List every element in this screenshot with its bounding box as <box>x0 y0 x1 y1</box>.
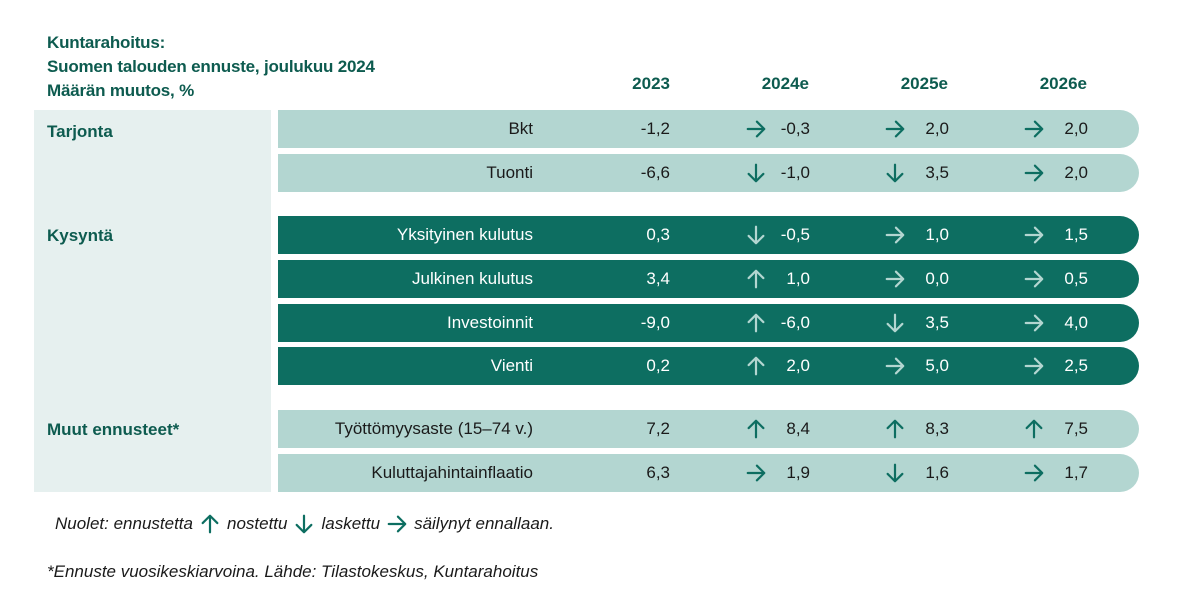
row-label: Kuluttajahintainflaatio <box>371 463 533 482</box>
row-label: Vienti <box>490 356 533 375</box>
table-row: Kuluttajahintainflaatio 6,3 1,9 1,6 1,7 <box>278 454 1139 492</box>
arrow-up-icon <box>199 513 221 535</box>
value-2025: 5,0 <box>925 356 949 375</box>
arrow-right-icon <box>386 513 408 535</box>
value-2026: 7,5 <box>1064 419 1088 438</box>
value-2024: 8,4 <box>786 419 810 438</box>
arrow-up-icon <box>884 418 906 440</box>
value-2023: 7,2 <box>646 419 670 438</box>
table-row: Investoinnit -9,0 -6,0 3,5 4,0 <box>278 304 1139 342</box>
group-label: Muut ennusteet* <box>47 420 180 439</box>
row-label: Julkinen kulutus <box>412 269 533 288</box>
arrow-up-icon <box>745 355 767 377</box>
table-row: Tuonti -6,6 -1,0 3,5 2,0 <box>278 154 1139 192</box>
value-2024: -6,0 <box>780 313 810 332</box>
arrow-down-icon <box>884 312 906 334</box>
group-label: Kysyntä <box>47 226 114 245</box>
arrow-right-icon <box>1023 224 1045 246</box>
footnote: *Ennuste vuosikeskiarvoina. Lähde: Tilas… <box>47 562 539 581</box>
table-row: Vienti 0,2 2,0 5,0 2,5 <box>278 347 1139 385</box>
value-2025: 2,0 <box>925 119 949 138</box>
value-2023: 0,2 <box>646 356 670 375</box>
value-2024: 2,0 <box>786 356 810 375</box>
value-2025: 0,0 <box>925 269 949 288</box>
title-line-1: Kuntarahoitus: <box>47 33 166 52</box>
arrow-legend: Nuolet: ennustetta nostettu laskettu säi… <box>55 512 554 536</box>
table-row: Työttömyysaste (15–74 v.) 7,2 8,4 8,3 7,5 <box>278 410 1139 448</box>
arrow-down-icon <box>884 162 906 184</box>
value-2023: 3,4 <box>646 269 670 288</box>
arrow-right-icon <box>1023 118 1045 140</box>
arrow-right-icon <box>1023 268 1045 290</box>
row-label: Yksityinen kulutus <box>396 225 533 244</box>
arrow-right-icon <box>745 462 767 484</box>
arrow-down-icon <box>745 162 767 184</box>
value-2025: 1,6 <box>925 463 949 482</box>
arrow-right-icon <box>884 355 906 377</box>
title-line-3: Määrän muutos, % <box>47 81 194 100</box>
chart-title-block: Kuntarahoitus: Suomen talouden ennuste, … <box>47 31 375 103</box>
legend-right-label: säilynyt ennallaan. <box>414 514 554 533</box>
group-label: Tarjonta <box>47 122 113 141</box>
value-2025: 3,5 <box>925 313 949 332</box>
column-header-2026e: 2026e <box>1039 74 1087 93</box>
column-header-2024e: 2024e <box>761 74 809 93</box>
arrow-right-icon <box>884 224 906 246</box>
arrow-right-icon <box>884 268 906 290</box>
arrow-down-icon <box>293 513 315 535</box>
arrow-right-icon <box>745 118 767 140</box>
value-2023: -9,0 <box>640 313 670 332</box>
row-label: Bkt <box>508 119 533 138</box>
value-2026: 2,0 <box>1064 163 1088 182</box>
row-label: Tuonti <box>486 163 533 182</box>
table-row: Bkt -1,2 -0,3 2,0 2,0 <box>278 110 1139 148</box>
column-header-2023: 2023 <box>632 74 670 93</box>
arrow-up-icon <box>745 312 767 334</box>
value-2026: 2,0 <box>1064 119 1088 138</box>
title-line-2: Suomen talouden ennuste, joulukuu 2024 <box>47 57 375 76</box>
legend-up-label: nostettu <box>226 514 288 533</box>
column-header-2025e: 2025e <box>900 74 948 93</box>
value-2026: 0,5 <box>1064 269 1088 288</box>
table-row: Julkinen kulutus 3,4 1,0 0,0 0,5 <box>278 260 1139 298</box>
value-2024: -0,3 <box>780 119 810 138</box>
value-2025: 1,0 <box>925 225 949 244</box>
table-row: Yksityinen kulutus 0,3 -0,5 1,0 1,5 <box>278 216 1139 254</box>
arrow-right-icon <box>1023 355 1045 377</box>
row-label: Työttömyysaste (15–74 v.) <box>334 419 533 438</box>
value-2026: 2,5 <box>1064 356 1088 375</box>
value-2025: 8,3 <box>925 419 949 438</box>
arrow-down-icon <box>884 462 906 484</box>
group-label-panel <box>34 110 271 492</box>
value-2024: 1,9 <box>786 463 810 482</box>
arrow-up-icon <box>1023 418 1045 440</box>
arrow-right-icon <box>1023 462 1045 484</box>
value-2026: 1,7 <box>1064 463 1088 482</box>
value-2024: -0,5 <box>780 225 810 244</box>
value-2023: 0,3 <box>646 225 670 244</box>
value-2024: 1,0 <box>786 269 810 288</box>
arrow-up-icon <box>745 268 767 290</box>
arrow-up-icon <box>745 418 767 440</box>
value-2025: 3,5 <box>925 163 949 182</box>
arrow-down-icon <box>745 224 767 246</box>
arrow-right-icon <box>1023 312 1045 334</box>
value-2023: 6,3 <box>646 463 670 482</box>
legend-prefix: Nuolet: ennustetta <box>55 514 193 533</box>
arrow-right-icon <box>1023 162 1045 184</box>
value-2024: -1,0 <box>780 163 810 182</box>
legend-down-label: laskettu <box>321 514 381 533</box>
value-2023: -1,2 <box>640 119 670 138</box>
arrow-right-icon <box>884 118 906 140</box>
value-2026: 1,5 <box>1064 225 1088 244</box>
value-2023: -6,6 <box>640 163 670 182</box>
row-label: Investoinnit <box>447 313 533 332</box>
value-2026: 4,0 <box>1064 313 1088 332</box>
